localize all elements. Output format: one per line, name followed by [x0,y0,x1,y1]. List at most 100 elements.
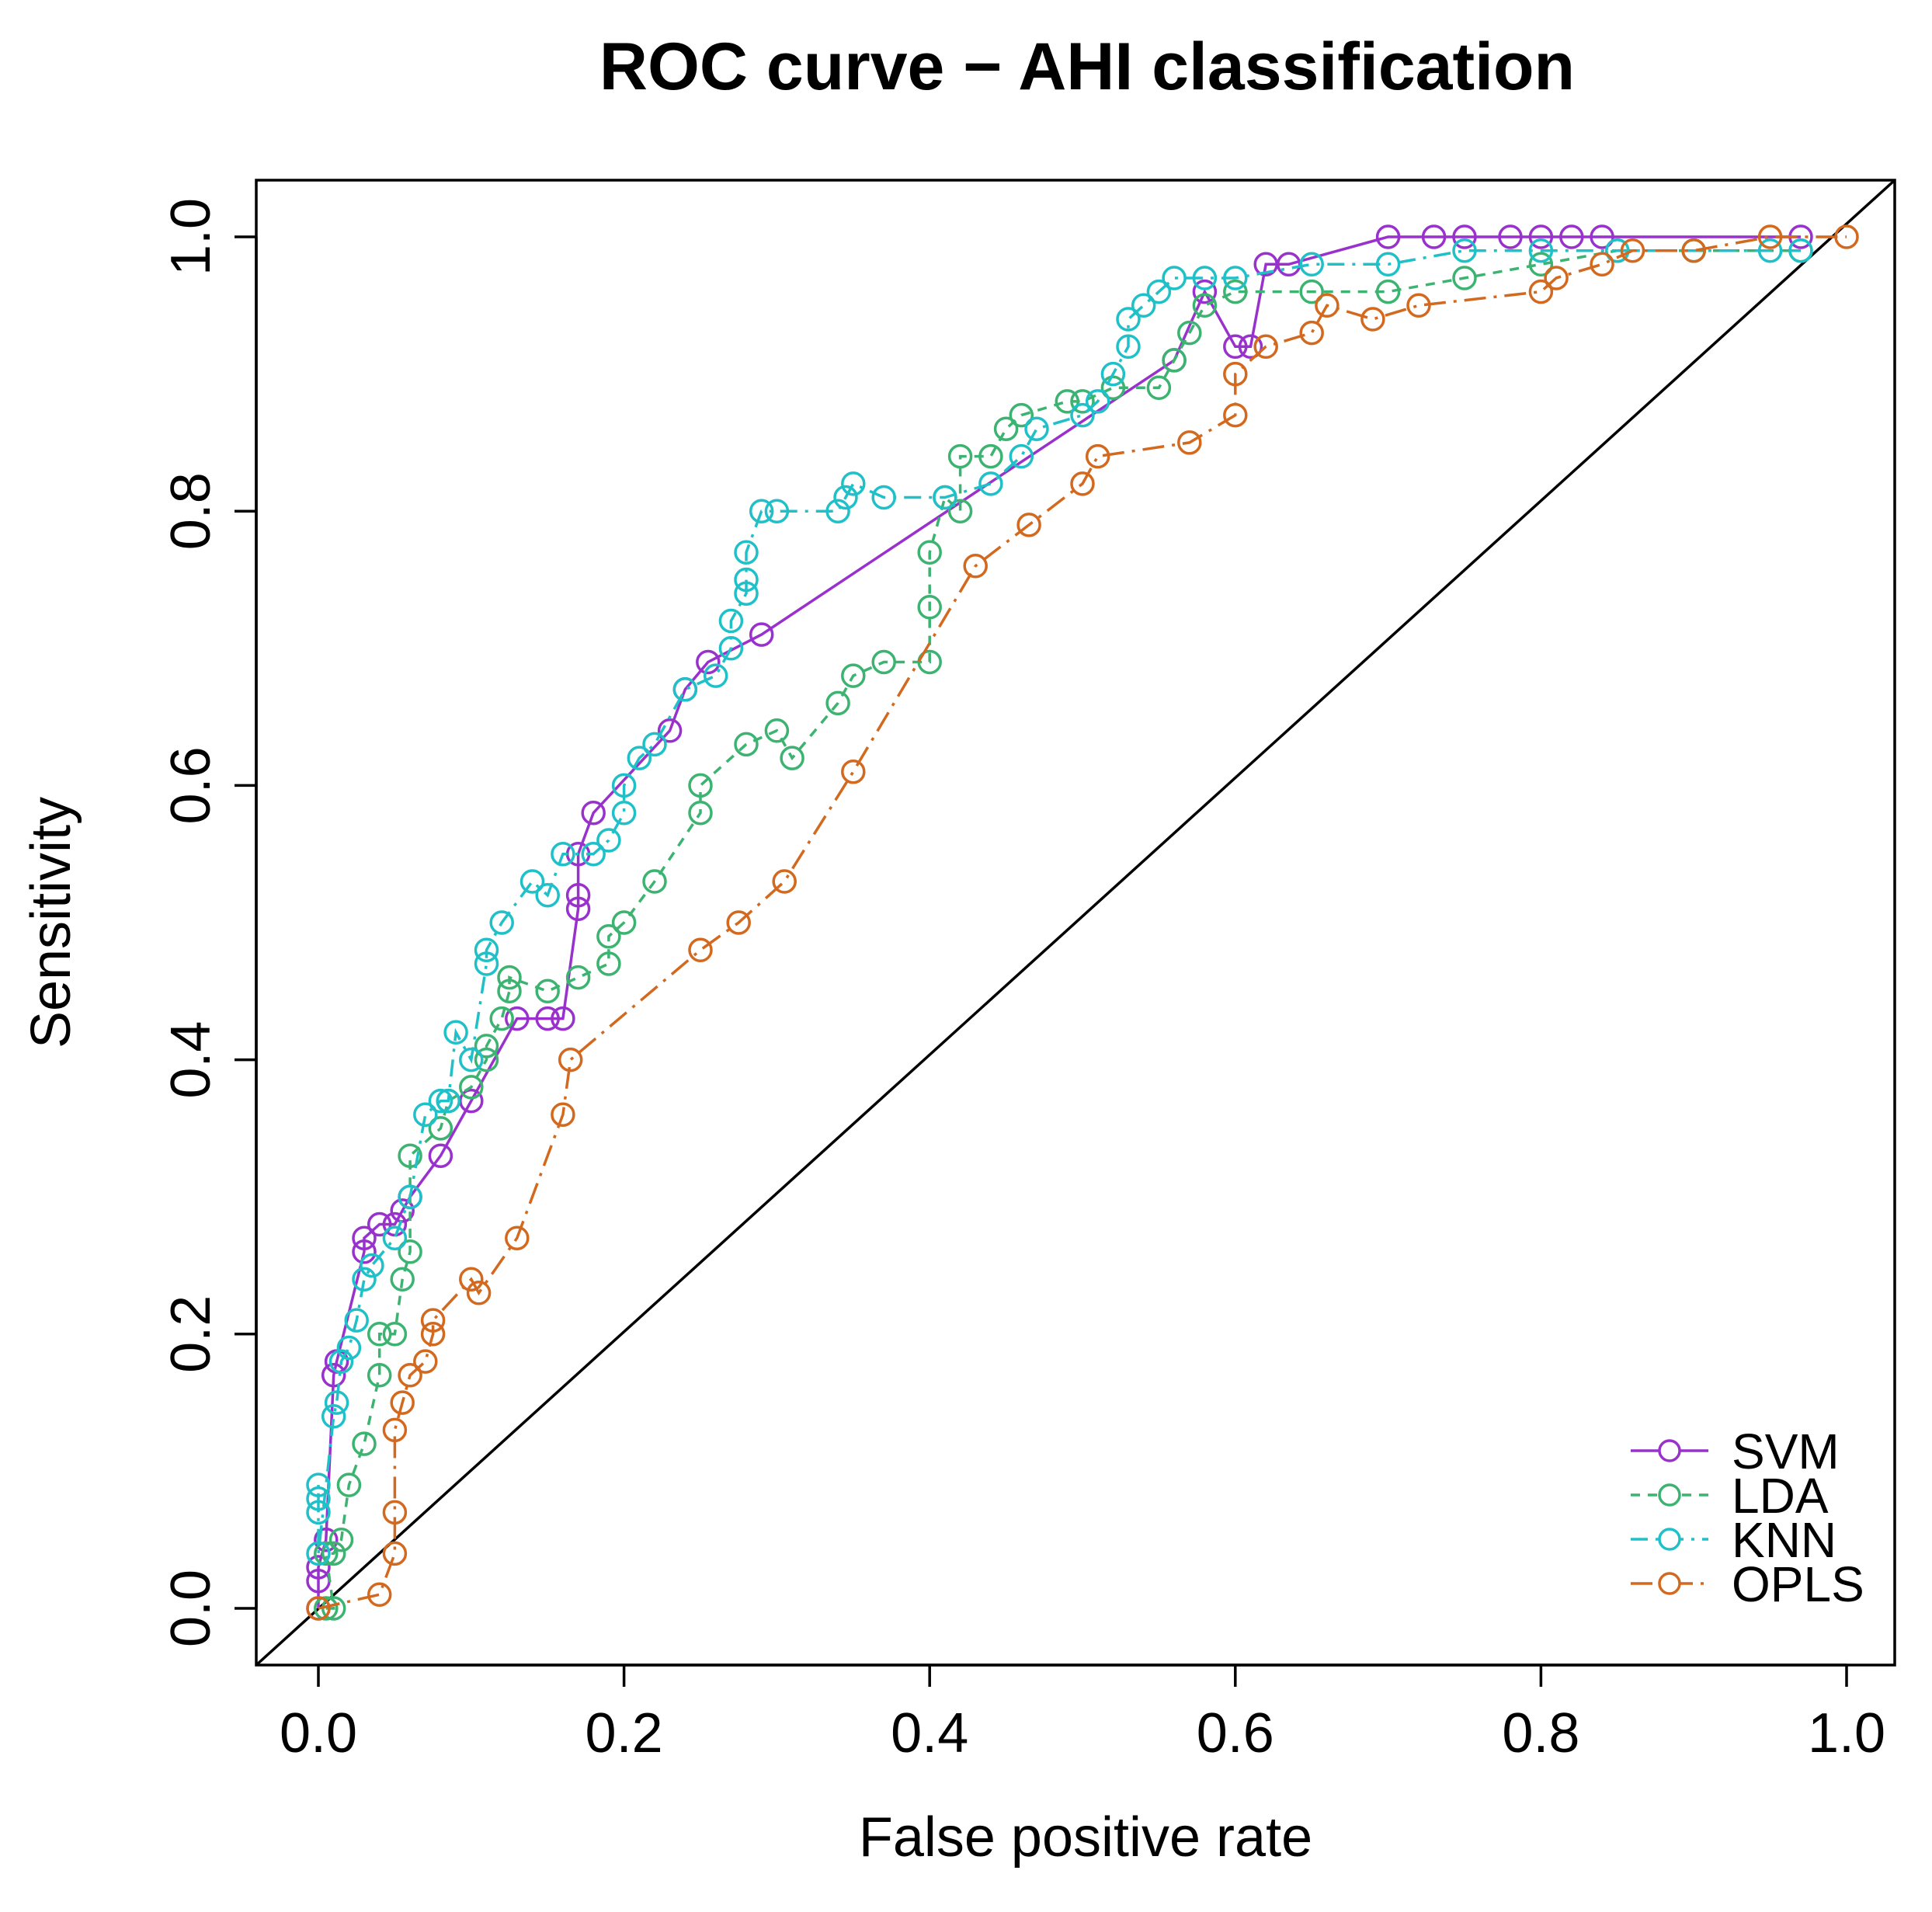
data-point [917,540,942,565]
data-point [1223,402,1248,428]
data-point [933,485,957,510]
data-point [505,1225,530,1250]
data-point [1375,279,1401,304]
data-point [1834,224,1859,249]
data-point [382,1500,408,1525]
legend-item-knn: KNN [1631,1512,1836,1568]
data-point [947,443,973,469]
data-point [749,499,774,523]
data-point [1177,320,1202,346]
data-point [871,649,896,675]
data-point [551,1102,575,1127]
data-point [1177,430,1202,455]
data-point [1253,334,1278,360]
data-point [734,581,759,606]
data-point [1085,389,1110,414]
data-point [360,1253,384,1278]
legend-swatch-marker [1658,1483,1681,1507]
chart-title: ROC curve − AHI classification [599,30,1575,104]
data-point [780,746,804,770]
data-point [825,499,850,523]
legend-label: OPLS [1732,1556,1864,1612]
data-point [474,1047,499,1072]
series-line-lda [324,249,1801,1610]
data-point [344,1308,369,1333]
legend-label: KNN [1732,1512,1836,1568]
data-point [1590,224,1614,249]
data-point [505,1006,530,1031]
data-point [772,869,797,894]
diagonal-reference-line [255,179,1896,1667]
data-point [1406,293,1431,318]
data-point [428,1088,453,1114]
data-point [672,677,698,702]
y-tick-label: 0.0 [160,1570,222,1647]
y-tick-label: 0.8 [160,472,222,550]
data-point [321,1404,346,1429]
series-line-knn [317,249,1801,1554]
data-point [734,567,759,593]
data-point [352,1431,377,1456]
data-point [1192,266,1218,290]
data-point [398,1143,422,1168]
data-point [382,1541,408,1566]
data-point [1528,252,1554,277]
data-point [1788,238,1813,263]
data-point [1375,252,1401,277]
data-point [306,1555,331,1580]
data-point [420,1322,446,1347]
data-point [841,471,866,496]
data-point [306,1500,331,1525]
data-point [1528,224,1554,249]
data-point [1452,238,1477,263]
legend-swatch-marker [1658,1528,1681,1551]
y-tick-label: 0.4 [160,1021,222,1099]
data-point [734,540,759,565]
x-tick-label: 0.6 [1197,1702,1274,1764]
data-point [1070,471,1095,496]
data-point [382,1417,408,1443]
data-point [841,759,866,784]
data-point [314,1541,339,1566]
data-point [1162,266,1187,290]
data-point [1146,279,1172,304]
data-point [535,882,560,908]
data-point [688,937,713,963]
data-point [1192,279,1218,304]
data-point [535,979,560,1004]
data-point [352,1267,377,1291]
x-tick-label: 0.8 [1502,1702,1579,1764]
data-point [1620,238,1645,263]
data-point [1452,266,1477,290]
data-point [703,663,728,688]
data-point [696,649,721,675]
data-point [611,800,637,826]
data-point [642,732,667,757]
legend-item-opls: OPLS [1631,1556,1864,1612]
data-point [390,1390,415,1415]
data-point [1100,361,1126,387]
data-point [565,882,591,908]
data-point [978,471,1003,496]
data-point [993,416,1019,441]
data-point [428,1116,453,1141]
data-point [718,636,744,661]
data-point [1192,293,1218,318]
data-point [1223,361,1248,387]
data-point [596,951,621,976]
data-point [466,1281,492,1305]
data-point [436,1088,461,1114]
data-point [1070,389,1095,414]
series-lda [314,238,1813,1621]
data-point [398,1363,422,1388]
data-point [688,800,713,826]
data-point [688,773,713,798]
legend-item-svm: SVM [1631,1424,1840,1479]
data-point [1452,224,1477,249]
data-point [306,1472,331,1497]
data-point [1757,224,1783,249]
data-point [367,1212,392,1237]
data-point [443,1020,468,1045]
data-point [1016,513,1041,537]
